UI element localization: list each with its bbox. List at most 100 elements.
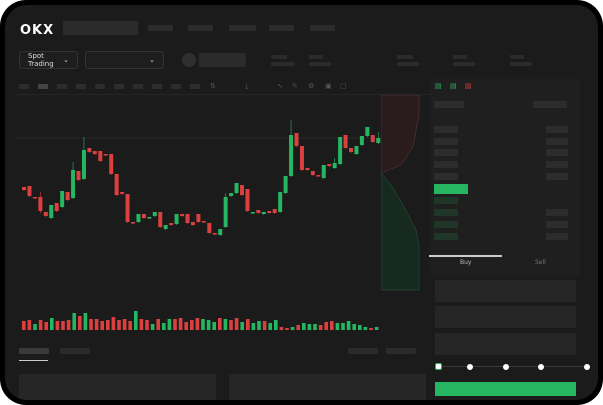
candle [120,192,125,194]
nav-item[interactable] [269,25,294,31]
candle [136,214,141,222]
trend-icon[interactable]: ∿ [277,82,283,90]
orderbook-price[interactable] [434,173,458,180]
timeframe-button[interactable] [133,84,143,89]
candle [22,187,26,190]
orderbook-price[interactable] [434,233,458,240]
volume-bar [318,325,323,330]
orderbook-amount[interactable] [546,149,568,156]
orderbook-price[interactable] [434,197,458,204]
orderbook-price[interactable] [434,149,458,156]
timeframe-button[interactable] [57,84,67,89]
candle [158,212,163,227]
orderbook-amount[interactable] [546,173,568,180]
candle [43,212,48,216]
volume-bar [313,324,317,330]
nav-item[interactable] [310,25,335,31]
candle-type-icon[interactable]: ⇅ [210,82,216,90]
candle [27,186,32,196]
candle [305,168,310,170]
slider-step-100[interactable] [584,364,590,370]
stat-value [271,62,295,66]
volume-bar [100,321,104,330]
timeframe-button[interactable] [38,84,48,89]
orderbook-amount[interactable] [546,233,568,240]
timeframe-button[interactable] [171,84,181,89]
candle [147,217,152,219]
tab-sell[interactable]: Sell [535,259,546,266]
nav-item[interactable] [148,25,173,31]
draw-icon[interactable]: ✎ [292,82,298,90]
search-bar[interactable] [63,21,138,35]
settings-icon[interactable]: ⚙ [308,82,315,90]
timeframe-button[interactable] [76,84,86,89]
orderbook-amount[interactable] [546,138,568,145]
nav-item[interactable] [188,25,213,31]
candle [76,171,81,180]
candle [283,176,288,193]
volume-bar [156,319,160,330]
tab-order-history[interactable] [60,348,90,354]
orderbook-price[interactable] [434,138,458,145]
volume-bar [190,320,194,330]
candle [256,210,261,213]
candle [65,192,70,200]
filter-button[interactable] [386,348,416,354]
orderbook-amount[interactable] [546,126,568,133]
candle [190,222,195,225]
depth-chart [381,95,420,291]
orderbook-asks-icon[interactable]: ▤ [465,82,472,90]
candle [87,148,92,152]
market-type-dropdown[interactable]: Spot Trading ⌄ [19,51,78,69]
slider-step-75[interactable] [538,364,544,370]
orderbook-amount[interactable] [546,221,568,228]
indicator-icon[interactable]: ⤓ [245,82,249,90]
volume-bar [218,318,222,330]
candle [212,233,217,235]
orderbook-amount[interactable] [533,101,567,108]
pair-dropdown[interactable]: ⌄ [85,51,164,69]
orderbook-price[interactable] [434,161,458,168]
orderbook-price[interactable] [434,126,458,133]
timeframe-button[interactable] [190,84,200,89]
fullscreen-icon[interactable]: ▢ [340,82,347,90]
total-input[interactable] [435,333,576,355]
candle [321,165,326,178]
filter-button[interactable] [348,348,378,354]
orderbook-price[interactable] [434,221,458,228]
candle [201,221,206,223]
stat-label [397,55,413,59]
volume-bar [33,324,37,330]
candlestick-chart[interactable] [15,95,385,335]
timeframe-button[interactable] [19,84,29,89]
amount-slider[interactable] [438,366,588,367]
timeframe-button[interactable] [95,84,105,89]
buy-button[interactable] [435,382,576,396]
nav-item[interactable] [229,25,256,31]
timeframe-button[interactable] [152,84,162,89]
candle [376,138,381,143]
candle [92,151,97,154]
amount-input[interactable] [435,306,576,328]
volume-bar [66,320,71,330]
price-input[interactable] [435,280,576,302]
slider-step-25[interactable] [467,364,473,370]
volume-bar [324,322,328,330]
tab-open-orders[interactable] [19,348,49,354]
candle [349,148,353,152]
slider-handle[interactable] [435,363,442,370]
orderbook-both-icon[interactable]: ▤ [435,82,442,90]
orderbook-amount[interactable] [546,161,568,168]
orderbook-price[interactable] [434,209,458,216]
camera-icon[interactable]: ▣ [325,82,332,90]
tab-buy[interactable]: Buy [460,259,472,266]
timeframe-button[interactable] [114,84,124,89]
orderbook-price[interactable] [434,101,464,108]
stat-label [309,55,323,59]
volume-bar [274,320,278,330]
volume-bar [72,313,76,330]
orderbook-amount[interactable] [546,209,568,216]
slider-step-50[interactable] [503,364,509,370]
orderbook-bids-icon[interactable]: ▤ [450,82,457,90]
